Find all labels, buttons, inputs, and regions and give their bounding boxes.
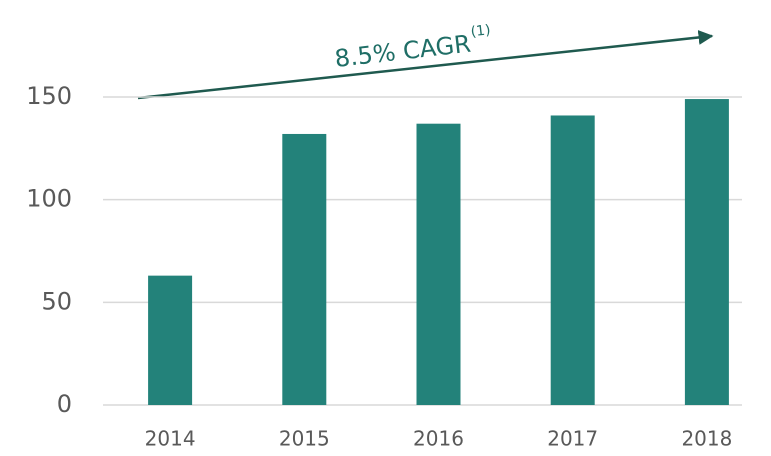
x-tick-label: 2018	[681, 427, 732, 451]
annotation: 8.5% CAGR (1)	[333, 22, 492, 73]
y-tick-label: 100	[26, 185, 72, 213]
bar	[148, 275, 193, 405]
annotation-text: 8.5% CAGR	[333, 30, 472, 73]
bar	[550, 115, 595, 405]
x-tick-label: 2017	[547, 427, 598, 451]
bar	[684, 99, 729, 405]
x-tick-label: 2015	[279, 427, 330, 451]
y-tick-label: 0	[57, 390, 72, 418]
trend-arrow	[137, 29, 714, 100]
y-tick-label: 50	[41, 287, 72, 315]
x-tick-label: 2014	[145, 427, 196, 451]
y-tick-label: 150	[26, 82, 72, 110]
annotation-superscript: (1)	[470, 22, 492, 40]
bar	[416, 123, 461, 406]
x-tick-label: 2016	[413, 427, 464, 451]
bar	[282, 133, 327, 405]
